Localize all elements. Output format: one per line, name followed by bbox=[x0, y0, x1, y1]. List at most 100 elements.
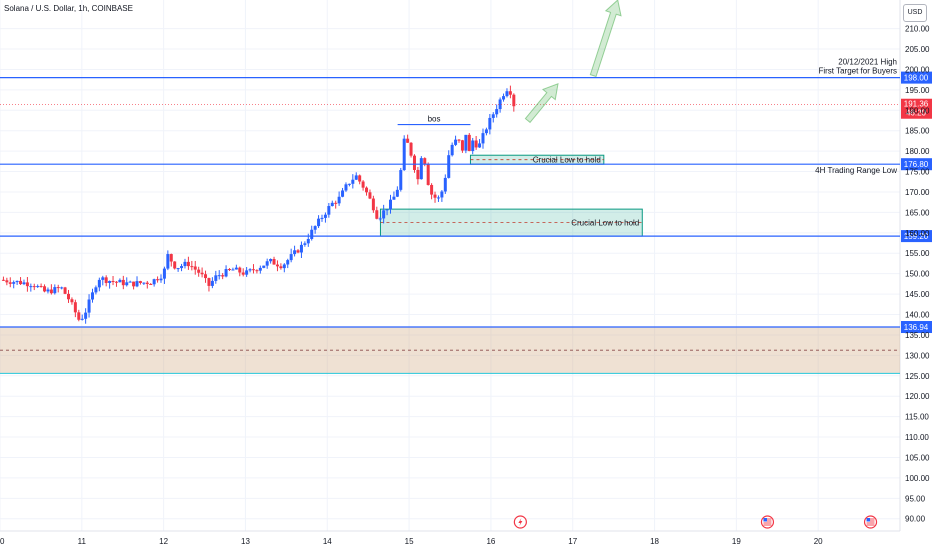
candle-body[interactable] bbox=[121, 279, 125, 286]
candle-body[interactable] bbox=[22, 282, 26, 285]
us-flag-icon[interactable] bbox=[760, 515, 775, 529]
candle-body[interactable] bbox=[87, 299, 91, 313]
candle-body[interactable] bbox=[275, 264, 279, 267]
candle-body[interactable] bbox=[491, 114, 495, 118]
candle-body[interactable] bbox=[262, 265, 266, 268]
candle-body[interactable] bbox=[162, 268, 166, 279]
candle-body[interactable] bbox=[488, 117, 492, 130]
candle-body[interactable] bbox=[36, 286, 40, 288]
candle-body[interactable] bbox=[125, 282, 129, 286]
candle-body[interactable] bbox=[180, 266, 184, 269]
candle-body[interactable] bbox=[138, 281, 142, 283]
candle-body[interactable] bbox=[296, 250, 300, 253]
candle-body[interactable] bbox=[464, 134, 468, 151]
candle-body[interactable] bbox=[361, 181, 365, 188]
candle-body[interactable] bbox=[128, 281, 132, 283]
candle-body[interactable] bbox=[97, 279, 101, 288]
candle-body[interactable] bbox=[77, 312, 81, 320]
candle-body[interactable] bbox=[303, 243, 307, 245]
candle-body[interactable] bbox=[416, 169, 420, 180]
candle-body[interactable] bbox=[351, 179, 355, 184]
candle-body[interactable] bbox=[474, 140, 478, 148]
candle-body[interactable] bbox=[32, 286, 36, 288]
candle-body[interactable] bbox=[60, 287, 64, 289]
projection-arrow[interactable] bbox=[524, 82, 559, 124]
candle-body[interactable] bbox=[447, 155, 451, 178]
candle-body[interactable] bbox=[293, 250, 297, 255]
candle-body[interactable] bbox=[423, 158, 427, 165]
candle-body[interactable] bbox=[67, 293, 71, 300]
candle-body[interactable] bbox=[279, 266, 283, 269]
candle-body[interactable] bbox=[193, 266, 197, 270]
candle-body[interactable] bbox=[450, 144, 454, 156]
candle-body[interactable] bbox=[323, 214, 327, 218]
candle-body[interactable] bbox=[399, 170, 403, 190]
candle-body[interactable] bbox=[251, 269, 255, 271]
candle-body[interactable] bbox=[149, 284, 153, 286]
candle-body[interactable] bbox=[114, 281, 118, 283]
candle-body[interactable] bbox=[53, 287, 57, 294]
candle-body[interactable] bbox=[382, 210, 386, 219]
candle-body[interactable] bbox=[19, 280, 23, 285]
candle-body[interactable] bbox=[505, 91, 509, 97]
candle-body[interactable] bbox=[183, 261, 187, 267]
candle-body[interactable] bbox=[299, 244, 303, 253]
candle-body[interactable] bbox=[365, 187, 369, 193]
candle-body[interactable] bbox=[166, 254, 170, 269]
candle-body[interactable] bbox=[169, 254, 173, 262]
candle-body[interactable] bbox=[90, 292, 94, 300]
candle-body[interactable] bbox=[200, 272, 204, 275]
candle-body[interactable] bbox=[197, 269, 201, 273]
candle-body[interactable] bbox=[5, 280, 9, 283]
candle-body[interactable] bbox=[478, 143, 482, 148]
candle-body[interactable] bbox=[84, 312, 88, 319]
candle-body[interactable] bbox=[46, 289, 50, 292]
candle-body[interactable] bbox=[190, 266, 194, 268]
candle-body[interactable] bbox=[101, 277, 105, 280]
candle-body[interactable] bbox=[224, 269, 228, 277]
candle-body[interactable] bbox=[217, 275, 221, 277]
candle-body[interactable] bbox=[159, 278, 163, 281]
candle-body[interactable] bbox=[395, 189, 399, 197]
candle-body[interactable] bbox=[29, 286, 33, 288]
candle-body[interactable] bbox=[1, 279, 5, 281]
candle-body[interactable] bbox=[104, 277, 108, 283]
candle-body[interactable] bbox=[327, 206, 331, 215]
candle-body[interactable] bbox=[238, 267, 242, 273]
candle-body[interactable] bbox=[406, 138, 410, 143]
projection-arrow[interactable] bbox=[589, 0, 622, 78]
candle-body[interactable] bbox=[135, 281, 139, 287]
candle-body[interactable] bbox=[152, 279, 156, 285]
candle-body[interactable] bbox=[173, 261, 177, 269]
candle-body[interactable] bbox=[63, 287, 67, 294]
candle-body[interactable] bbox=[186, 261, 190, 267]
candle-body[interactable] bbox=[402, 138, 406, 171]
candle-body[interactable] bbox=[12, 282, 16, 284]
candle-body[interactable] bbox=[313, 226, 317, 230]
candle-body[interactable] bbox=[228, 269, 232, 271]
candle-body[interactable] bbox=[347, 183, 351, 185]
candle-body[interactable] bbox=[368, 192, 372, 199]
candle-body[interactable] bbox=[255, 270, 259, 272]
candle-body[interactable] bbox=[460, 140, 464, 151]
candle-body[interactable] bbox=[330, 202, 334, 207]
candle-body[interactable] bbox=[258, 267, 262, 271]
candle-body[interactable] bbox=[210, 280, 214, 286]
candle-body[interactable] bbox=[204, 274, 208, 279]
candle-body[interactable] bbox=[440, 191, 444, 198]
candle-body[interactable] bbox=[265, 261, 269, 266]
candle-body[interactable] bbox=[334, 202, 338, 204]
candle-body[interactable] bbox=[378, 218, 382, 220]
candle-body[interactable] bbox=[358, 175, 362, 182]
candle-body[interactable] bbox=[289, 254, 293, 261]
candle-body[interactable] bbox=[471, 140, 475, 152]
candle-body[interactable] bbox=[495, 109, 499, 115]
candle-body[interactable] bbox=[430, 184, 434, 195]
candle-body[interactable] bbox=[385, 209, 389, 211]
candle-body[interactable] bbox=[241, 272, 245, 275]
candle-body[interactable] bbox=[344, 184, 348, 191]
candle-body[interactable] bbox=[409, 142, 413, 156]
candle-body[interactable] bbox=[214, 275, 218, 281]
candle-body[interactable] bbox=[371, 198, 375, 211]
